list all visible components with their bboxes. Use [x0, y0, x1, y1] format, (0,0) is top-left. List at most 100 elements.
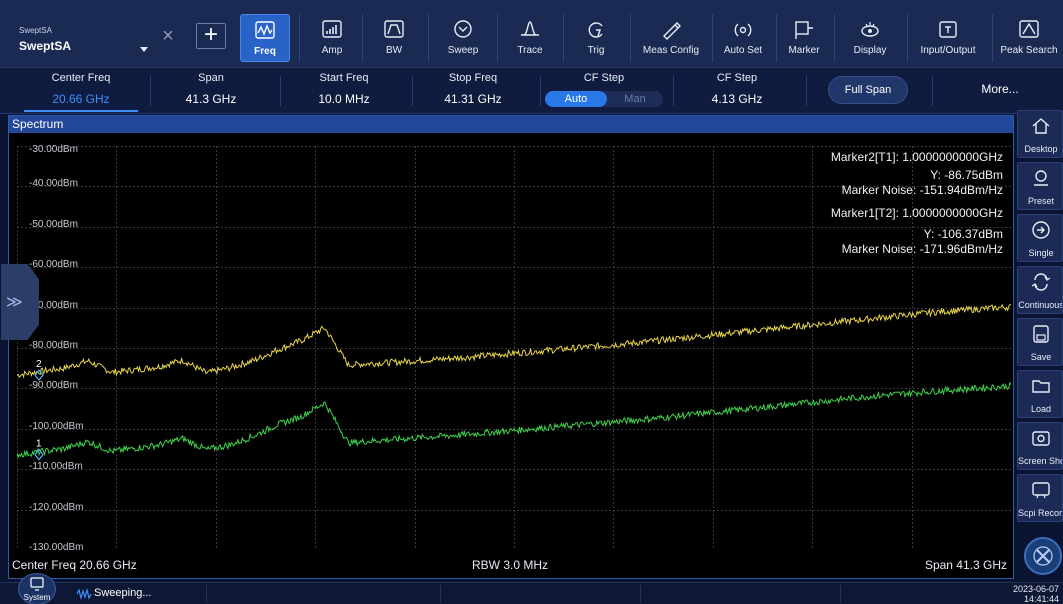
cf-step-man-option[interactable]: Man [624, 93, 646, 105]
sweep-status: Sweeping... [94, 587, 152, 599]
sidebar-desktop-button[interactable]: Desktop [1017, 110, 1063, 158]
sidebar-single-label: Single [1028, 248, 1054, 258]
sidebar-save-label: Save [1030, 352, 1052, 362]
toolbar-display-button[interactable]: Display [840, 14, 900, 62]
footer-span: Span 41.3 GHz [924, 558, 1007, 572]
toolbar-trace-label: Trace [517, 45, 543, 56]
cf-step-param[interactable]: CF Step 4.13 GHz [676, 68, 798, 114]
toolbar-meas-config-button[interactable]: Meas Config [636, 14, 706, 62]
toolbar-divider [834, 14, 835, 62]
input-output-icon [939, 21, 957, 38]
auto-set-icon [734, 23, 752, 37]
param-divider [150, 76, 151, 106]
home-icon [1032, 118, 1050, 134]
cf-step-mode-label: CF Step [583, 72, 625, 84]
toolbar-trace-button[interactable]: Trace [506, 14, 554, 62]
mode-name: SweptSA [19, 39, 72, 53]
status-divider [640, 585, 641, 603]
toolbar-input-output-button[interactable]: Input/Output [912, 14, 984, 62]
quick-menu-icon [1033, 546, 1053, 566]
sidebar-continuous-button[interactable]: Continuous [1017, 266, 1063, 314]
close-icon: × [162, 25, 174, 47]
stop-freq-label: Stop Freq [448, 72, 498, 84]
spectrum-title: Spectrum [12, 117, 64, 131]
y-axis-label: -110.00dBm [29, 461, 83, 473]
freq-icon [255, 21, 275, 39]
center-freq-value: 20.66 GHz [52, 92, 110, 106]
sidebar-preset-button[interactable]: Preset [1017, 162, 1063, 210]
date-text: 2023-06-07 [1012, 584, 1059, 594]
param-divider [673, 76, 674, 106]
preset-icon [1034, 170, 1048, 186]
toolbar-auto-set-button[interactable]: Auto Set [716, 14, 770, 62]
y-axis-label: -40.00dBm [29, 178, 78, 190]
marker2-symbol [34, 369, 44, 382]
toolbar-sweep-button[interactable]: Sweep [438, 14, 488, 62]
toolbar-sweep-label: Sweep [447, 45, 479, 56]
y-axis-label: -30.00dBm [29, 144, 78, 155]
sidebar-screenshot-button[interactable]: Screen Shot [1017, 422, 1063, 470]
param-divider [540, 76, 541, 106]
plot-markers: 21 [34, 359, 44, 461]
plus-icon: + [203, 21, 218, 48]
stop-freq-param[interactable]: Stop Freq 41.31 GHz [412, 68, 534, 114]
toolbar-divider [712, 14, 713, 62]
meas-config-icon [663, 22, 681, 40]
close-mode-button[interactable]: × [158, 26, 178, 46]
status-divider [440, 585, 441, 603]
param-divider [412, 76, 413, 106]
parameter-bar: Center Freq 20.66 GHz Span 41.3 GHz Star… [0, 68, 1063, 114]
add-mode-button[interactable]: + [196, 23, 226, 49]
start-freq-param[interactable]: Start Freq 10.0 MHz [283, 68, 405, 114]
toolbar-trig-button[interactable]: Trig [572, 14, 620, 62]
start-freq-value: 10.0 MHz [318, 92, 370, 106]
y-axis-label: -120.00dBm [29, 501, 84, 513]
toolbar-bw-button[interactable]: BW [372, 14, 416, 62]
quick-menu-button[interactable] [1024, 537, 1062, 575]
sidebar-save-button[interactable]: Save [1017, 318, 1063, 366]
toolbar-freq-button[interactable]: Freq [240, 14, 290, 62]
full-span-button[interactable]: Full Span [828, 76, 908, 104]
selected-underline [24, 110, 138, 112]
center-freq-param[interactable]: Center Freq 20.66 GHz [20, 68, 142, 114]
toolbar-divider [428, 14, 429, 62]
sidebar-load-label: Load [1030, 404, 1052, 414]
sidebar-load-button[interactable]: Load [1017, 370, 1063, 418]
span-value: 41.3 GHz [185, 92, 237, 106]
marker1-noise: Marker Noise: -171.96dBm/Hz [841, 242, 1003, 256]
toolbar-divider [299, 14, 300, 62]
toolbar-marker-button[interactable]: Marker [780, 14, 828, 62]
system-label: System [23, 593, 51, 602]
sidebar-scpi-record-button[interactable]: Scpi Record [1017, 474, 1063, 522]
expand-panel-tab[interactable]: ≫ [1, 264, 39, 340]
cf-step-mode-param: CF Step [545, 68, 663, 114]
mode-selector[interactable]: SweptSA SweptSA [10, 18, 150, 58]
toolbar-meas-config-label: Meas Config [642, 45, 700, 56]
system-button[interactable]: System [18, 573, 56, 604]
center-freq-label: Center Freq [51, 72, 111, 84]
cf-step-toggle[interactable]: Auto Man [545, 91, 663, 107]
sidebar-preset-label: Preset [1027, 196, 1054, 206]
span-param[interactable]: Span 41.3 GHz [150, 68, 272, 114]
toolbar-amp-button[interactable]: Amp [310, 14, 354, 62]
marker2-label: 2 [36, 359, 42, 370]
more-button[interactable]: More... [981, 82, 1019, 96]
status-divider [840, 585, 841, 603]
spectrum-graph: 21 [17, 146, 1011, 550]
datetime: 2023-06-07 14:41:44 [1013, 584, 1059, 604]
marker2-level: Y: -86.75dBm [930, 168, 1003, 182]
start-freq-label: Start Freq [319, 72, 369, 84]
amp-icon [322, 20, 342, 38]
status-bar: System Sweeping... 2023-06-07 14:41:44 [0, 573, 1063, 604]
cf-step-auto-option[interactable]: Auto [545, 91, 607, 107]
sidebar-single-button[interactable]: Single [1017, 214, 1063, 262]
toolbar-divider [776, 14, 777, 62]
spectrum-title-bar: Spectrum [9, 116, 1013, 133]
marker-icon [795, 21, 813, 39]
toolbar-peak-search-button[interactable]: Peak Search [996, 14, 1062, 62]
load-icon [1032, 380, 1050, 393]
monitor-icon [30, 577, 44, 591]
y-axis-label: -60.00dBm [29, 259, 78, 271]
sweep-icon [454, 20, 472, 38]
